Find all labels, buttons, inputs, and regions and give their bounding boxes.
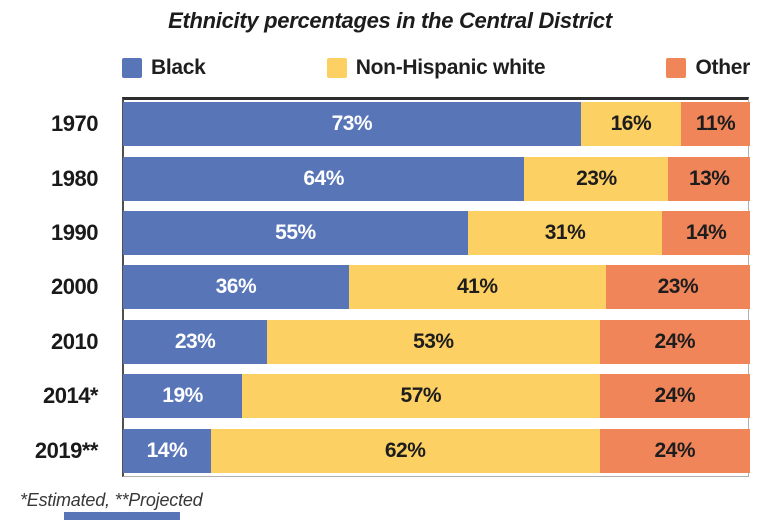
segment-value-label: 24% xyxy=(654,329,695,353)
bar-segment-non-hispanic-white: 53% xyxy=(267,319,600,364)
bar-segment-other: 24% xyxy=(599,319,750,364)
segment-value-label: 41% xyxy=(456,275,498,299)
legend-swatch xyxy=(666,58,687,78)
bar-segment-black: 73% xyxy=(123,102,581,147)
bar-segment-other: 24% xyxy=(599,428,750,473)
segment-value-label: 36% xyxy=(215,275,257,299)
legend-label: Other xyxy=(695,56,750,79)
bar-segment-black: 55% xyxy=(123,211,468,256)
segment-value-label: 23% xyxy=(174,329,216,353)
bar-segment-non-hispanic-white: 57% xyxy=(242,374,600,419)
row-year-label: 1980 xyxy=(51,165,98,191)
segment-value-label: 24% xyxy=(654,384,695,408)
bar-segment-other: 11% xyxy=(681,102,750,147)
bar-row: 2014* 19% 57% 24% xyxy=(0,369,750,423)
stacked-bar: 36% 41% 23% xyxy=(123,265,750,310)
segment-value-label: 53% xyxy=(413,329,454,353)
bar-segment-non-hispanic-white: 16% xyxy=(580,102,682,147)
stacked-bar: 73% 16% 11% xyxy=(123,102,750,147)
segment-value-label: 31% xyxy=(544,221,586,245)
segment-value-label: 23% xyxy=(576,166,617,190)
bar-rows: 1970 73% 16% 11% 1980 64% 23% 13% 1990 55% 31% 14% 2… xyxy=(0,97,750,478)
stacked-bar: 23% 53% 24% xyxy=(123,319,750,364)
bar-row: 1990 55% 31% 14% xyxy=(0,206,750,260)
footnote: *Estimated, **Projected xyxy=(20,490,203,510)
bar-segment-black: 23% xyxy=(123,319,268,364)
legend-label: Non-Hispanic white xyxy=(355,56,546,79)
bar-segment-other: 14% xyxy=(662,211,750,256)
row-year-label: 2019** xyxy=(34,437,99,463)
row-year-label: 2010 xyxy=(51,328,98,354)
segment-value-label: 19% xyxy=(162,384,203,408)
bar-row: 1980 64% 23% 13% xyxy=(0,151,750,205)
segment-value-label: 13% xyxy=(688,166,730,190)
legend-label: Black xyxy=(151,56,206,79)
legend: Black Non-Hispanic white Other xyxy=(122,56,750,80)
segment-value-label: 62% xyxy=(384,438,426,462)
segment-value-label: 11% xyxy=(695,112,736,136)
bar-segment-non-hispanic-white: 62% xyxy=(210,428,600,473)
segment-value-label: 64% xyxy=(303,166,344,190)
bar-segment-non-hispanic-white: 31% xyxy=(467,211,663,256)
bar-row: 2000 36% 41% 23% xyxy=(0,260,750,314)
legend-item-other: Other xyxy=(666,56,750,80)
row-year-label: 1990 xyxy=(51,220,98,246)
bar-segment-black: 64% xyxy=(123,156,525,201)
bar-segment-non-hispanic-white: 23% xyxy=(524,156,669,201)
bar-segment-other: 23% xyxy=(605,265,750,310)
stacked-bar: 55% 31% 14% xyxy=(123,211,750,256)
stacked-bar: 19% 57% 24% xyxy=(123,374,750,419)
bar-row: 2010 23% 53% 24% xyxy=(0,315,750,369)
bar-row: 2019** 14% 62% 24% xyxy=(0,424,750,478)
bar-segment-other: 24% xyxy=(599,374,750,419)
chart-title: Ethnicity percentages in the Central Dis… xyxy=(168,8,612,33)
segment-value-label: 57% xyxy=(400,384,442,408)
stacked-bar-chart: 1970 73% 16% 11% 1980 64% 23% 13% 1990 55% 31% 14% 2… xyxy=(0,97,750,478)
stacked-bar: 64% 23% 13% xyxy=(123,156,750,201)
segment-value-label: 73% xyxy=(331,112,373,136)
bar-segment-non-hispanic-white: 41% xyxy=(348,265,606,310)
legend-swatch xyxy=(122,58,142,78)
segment-value-label: 24% xyxy=(654,438,695,462)
bar-segment-black: 19% xyxy=(123,374,243,419)
segment-value-label: 23% xyxy=(657,275,699,299)
segment-value-label: 14% xyxy=(685,221,727,245)
bar-segment-black: 14% xyxy=(123,428,211,473)
segment-value-label: 55% xyxy=(275,221,316,245)
cropped-bar-fragment xyxy=(64,512,180,520)
bar-segment-black: 36% xyxy=(123,265,349,310)
legend-item-non-hispanic-white: Non-Hispanic white xyxy=(326,56,546,80)
stacked-bar: 14% 62% 24% xyxy=(123,428,750,473)
row-year-label: 2000 xyxy=(51,274,98,300)
row-year-label: 1970 xyxy=(51,111,98,137)
row-year-label: 2014* xyxy=(42,383,99,409)
segment-value-label: 14% xyxy=(146,438,188,462)
segment-value-label: 16% xyxy=(610,112,652,136)
bar-row: 1970 73% 16% 11% xyxy=(0,97,750,151)
bar-segment-other: 13% xyxy=(668,156,750,201)
legend-item-black: Black xyxy=(122,56,206,80)
legend-swatch xyxy=(326,58,347,78)
